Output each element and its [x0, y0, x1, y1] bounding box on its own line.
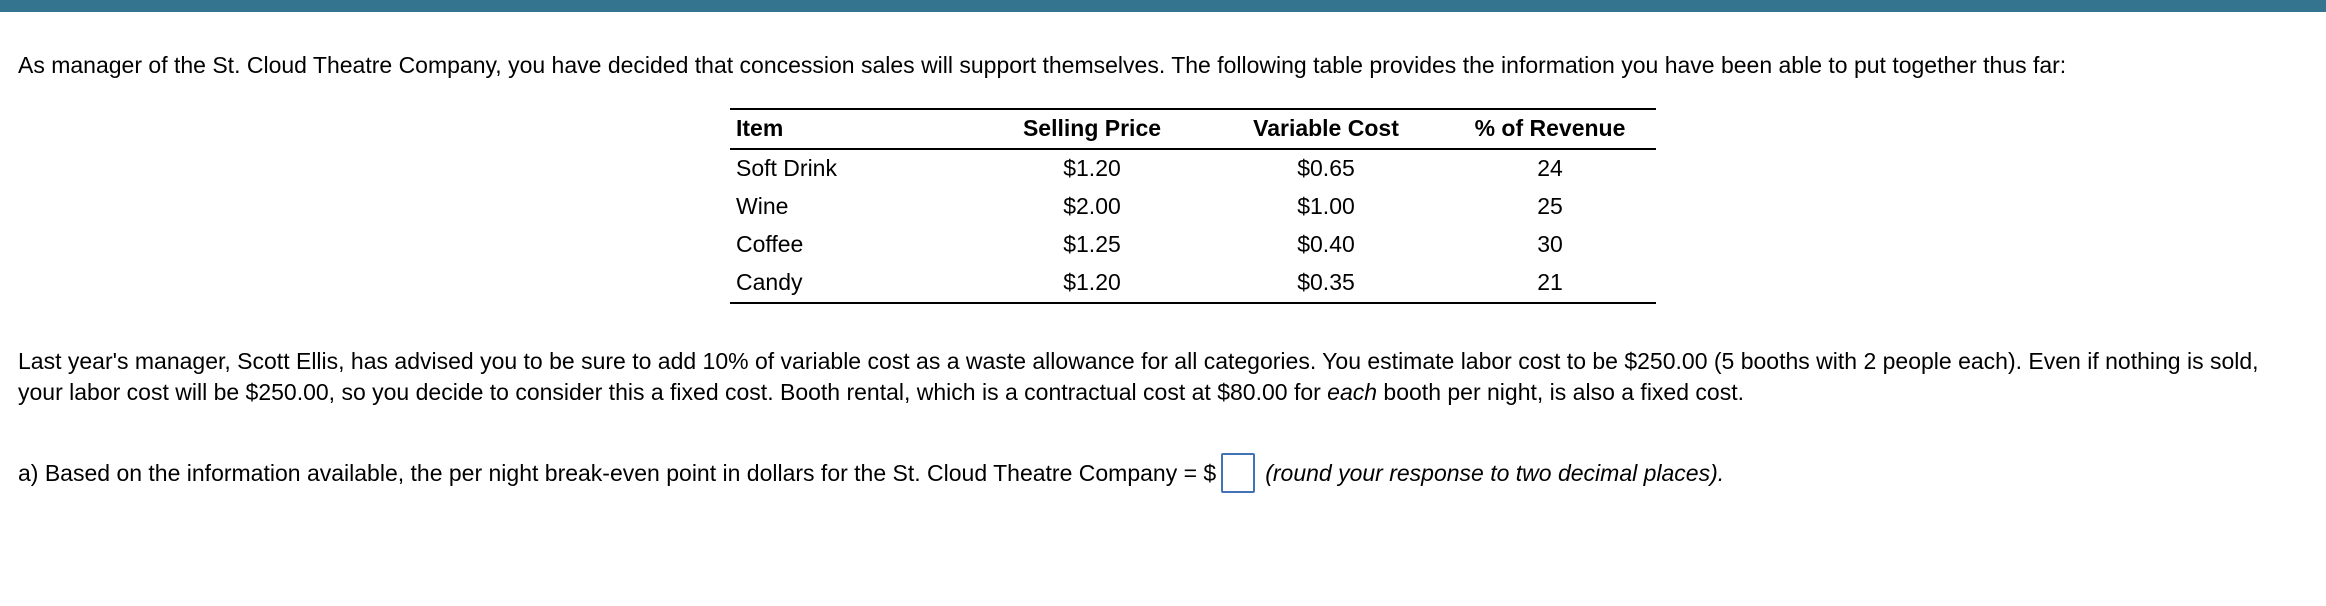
table-cell: $0.65 — [1297, 154, 1355, 181]
top-bar — [0, 0, 2326, 12]
table-cell: 24 — [1537, 154, 1563, 181]
scenario-part1: Last year's manager, Scott Ellis, has ad… — [18, 347, 2259, 406]
table-row: Wine $2.00 $1.00 25 — [730, 188, 1656, 226]
scenario-part2: booth per night, is also a fixed cost. — [1377, 379, 1744, 406]
scenario-italic-word: each — [1327, 379, 1378, 406]
answer-input[interactable] — [1221, 453, 1256, 494]
table-row: Coffee $1.25 $0.40 30 — [730, 226, 1656, 264]
table-header-variable-cost: Variable Cost — [1208, 107, 1444, 150]
table-cell: Candy — [730, 263, 976, 304]
table-cell: $1.20 — [976, 263, 1208, 304]
table-cell: Wine — [736, 192, 789, 219]
scenario-text: Last year's manager, Scott Ellis, has ad… — [18, 346, 2304, 409]
table-cell: $0.40 — [1297, 230, 1355, 257]
table-cell: 25 — [1537, 192, 1563, 219]
table-cell: $0.35 — [1208, 263, 1444, 304]
table-cell: $1.25 — [1063, 230, 1121, 257]
table-header-item: Item — [730, 107, 976, 150]
table-cell: $2.00 — [1063, 192, 1121, 219]
table-cell: Soft Drink — [736, 154, 837, 181]
table-cell: Coffee — [736, 230, 804, 257]
table-row: Candy $1.20 $0.35 21 — [730, 263, 1656, 304]
table-header-row: Item Selling Price Variable Cost % of Re… — [730, 107, 1656, 150]
table-cell: $1.20 — [1063, 154, 1121, 181]
question-content: As manager of the St. Cloud Theatre Comp… — [0, 12, 2326, 497]
table-row: Soft Drink $1.20 $0.65 24 — [730, 149, 1656, 188]
table-cell: $1.00 — [1297, 192, 1355, 219]
table-header-pct-revenue: % of Revenue — [1444, 107, 1656, 150]
question-text: a) Based on the information available, t… — [18, 460, 1217, 487]
table-cell: 21 — [1444, 263, 1656, 304]
intro-text: As manager of the St. Cloud Theatre Comp… — [18, 52, 2067, 78]
rounding-hint: (round your response to two decimal plac… — [1265, 460, 1725, 487]
table-header-selling-price: Selling Price — [976, 107, 1208, 150]
concessions-table: Item Selling Price Variable Cost % of Re… — [730, 107, 1656, 304]
table-cell: 30 — [1537, 230, 1563, 257]
question-line: a) Based on the information available, t… — [18, 453, 2308, 497]
